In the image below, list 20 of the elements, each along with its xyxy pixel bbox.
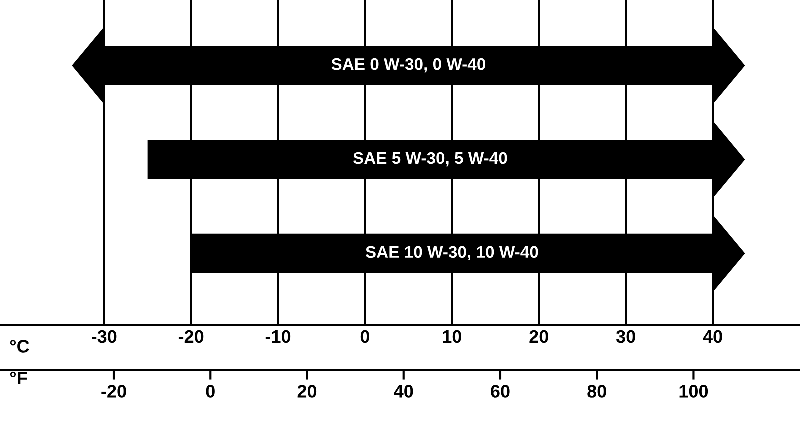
x-tick-label: 0 (360, 330, 370, 344)
x2-tick-label: 60 (491, 385, 510, 398)
x-axis-title: °C (10, 340, 30, 353)
x2-tick-label: -20 (102, 385, 126, 398)
x-tick-label: 20 (530, 330, 548, 344)
y-tick-label: SAE 0 W-30, 0 W-40 (332, 58, 486, 73)
x-tick-label: -30 (92, 330, 117, 344)
y-tick-label: SAE 10 W-30, 10 W-40 (366, 246, 538, 261)
x-tick-label: 30 (616, 330, 636, 344)
x2-tick-label: 20 (298, 385, 317, 398)
x-tick-label: 10 (443, 330, 462, 344)
x2-axis-title: °F (10, 372, 28, 384)
x-tick-label: -20 (178, 330, 204, 344)
x2-tick-label: 40 (394, 385, 414, 398)
x2-tick-label: 100 (680, 385, 708, 398)
y-tick-label: SAE 5 W-30, 5 W-40 (353, 152, 508, 167)
x2-tick-label: 0 (206, 385, 215, 398)
x2-tick-label: 80 (588, 385, 606, 398)
x-tick-label: 40 (703, 330, 722, 344)
x-tick-label: -10 (266, 330, 291, 344)
